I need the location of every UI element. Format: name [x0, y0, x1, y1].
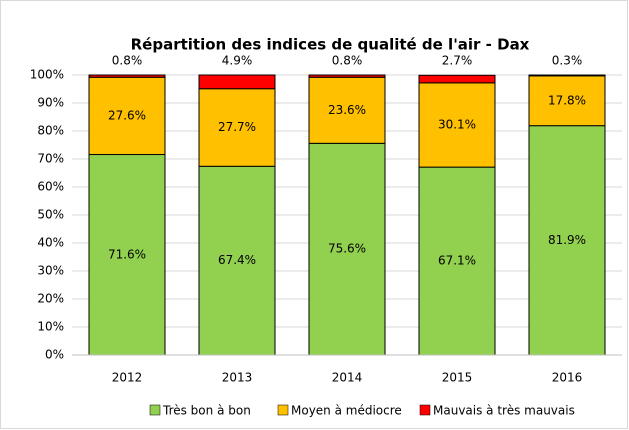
bar-segment	[418, 82, 496, 168]
bar-segment	[198, 88, 276, 167]
data-label: 30.1%	[438, 117, 476, 131]
legend-label: Moyen à médiocre	[291, 404, 402, 418]
y-tick-label: 10%	[37, 320, 64, 334]
data-label: 71.6%	[108, 247, 146, 261]
bar-segment	[198, 165, 276, 356]
legend-swatch	[419, 404, 431, 416]
y-tick-label: 100%	[30, 68, 64, 82]
bar-segment	[198, 74, 276, 90]
data-label: 17.8%	[548, 93, 586, 107]
data-label: 27.6%	[108, 108, 146, 122]
bar-segment	[308, 74, 386, 78]
data-label: 23.6%	[328, 103, 366, 117]
data-label: 27.7%	[218, 120, 256, 134]
legend-label: Mauvais à très mauvais	[433, 404, 575, 418]
y-tick-label: 60%	[37, 180, 64, 194]
legend-label: Très bon à bon	[162, 404, 251, 418]
data-label: 67.4%	[218, 253, 256, 267]
data-label: 4.9%	[222, 54, 253, 68]
y-tick-label: 70%	[37, 152, 64, 166]
bar-segment	[528, 75, 606, 127]
bar-segment	[528, 74, 606, 77]
data-label: 2.7%	[442, 54, 473, 68]
x-tick-label: 2013	[222, 371, 253, 385]
bar-segment	[88, 74, 166, 78]
bar-segment	[418, 74, 496, 84]
bar-segment	[418, 166, 496, 356]
bar-segment	[528, 125, 606, 356]
y-tick-label: 30%	[37, 264, 64, 278]
y-tick-label: 50%	[37, 208, 64, 222]
legend-swatch	[149, 404, 161, 416]
bar-segment	[88, 76, 166, 156]
legend-swatch	[277, 404, 289, 416]
y-tick-label: 40%	[37, 236, 64, 250]
data-label: 81.9%	[548, 233, 586, 247]
data-label: 0.8%	[112, 54, 143, 68]
chart-title: Répartition des indices de qualité de l'…	[131, 36, 530, 54]
data-label: 0.3%	[552, 54, 583, 68]
x-tick-label: 2012	[112, 371, 143, 385]
y-tick-label: 20%	[37, 292, 64, 306]
x-tick-label: 2014	[332, 371, 363, 385]
data-label: 75.6%	[328, 242, 366, 256]
data-label: 67.1%	[438, 254, 476, 268]
y-tick-label: 80%	[37, 124, 64, 138]
x-tick-label: 2016	[552, 371, 583, 385]
x-tick-label: 2015	[442, 371, 473, 385]
y-tick-label: 90%	[37, 96, 64, 110]
data-label: 0.8%	[332, 54, 363, 68]
y-tick-label: 0%	[45, 348, 64, 362]
bar-segment	[88, 154, 166, 356]
